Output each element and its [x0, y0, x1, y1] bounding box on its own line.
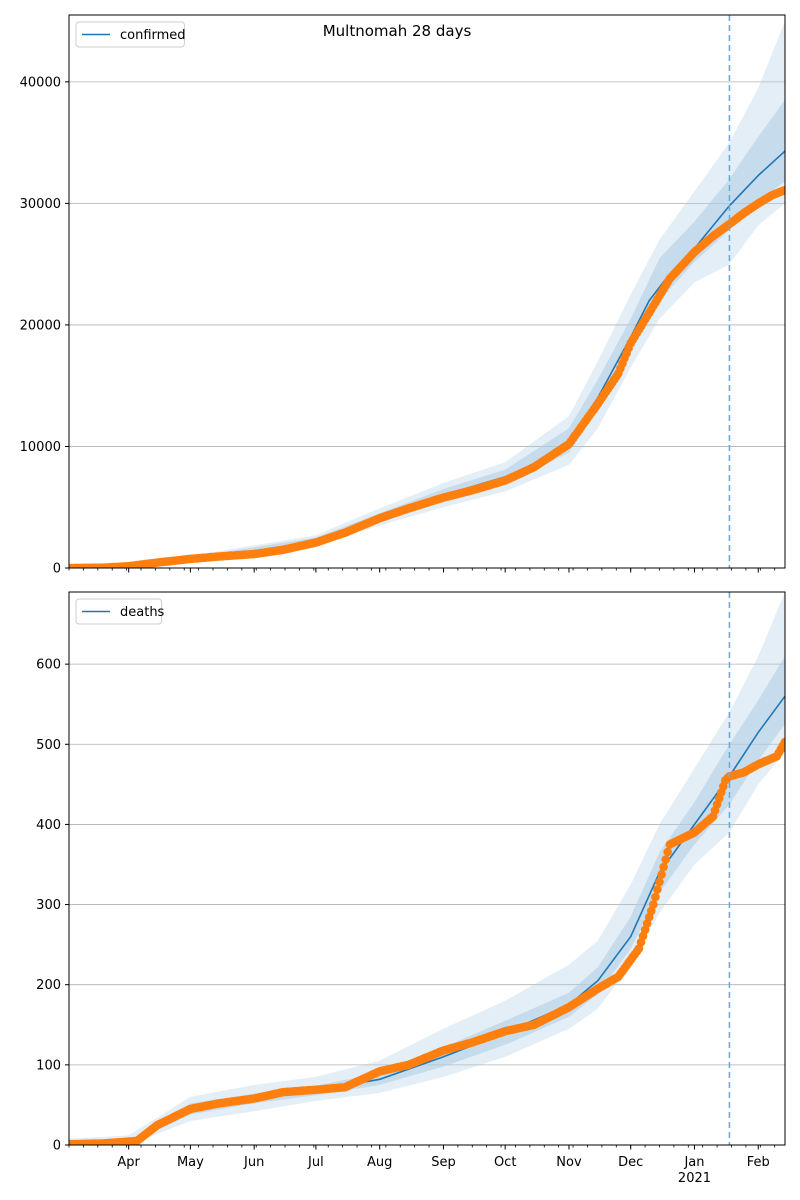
y-tick-label: 0 [53, 562, 61, 577]
y-tick-label: 300 [36, 898, 61, 913]
y-tick-label: 400 [36, 818, 61, 833]
y-tick-label: 40000 [20, 75, 61, 90]
y-tick-label: 10000 [20, 440, 61, 455]
observed-point [657, 870, 666, 879]
x-tick-label: Nov [556, 1155, 582, 1170]
observed-points [69, 185, 785, 568]
plot-area [69, 592, 785, 1145]
observed-point [653, 885, 662, 894]
x-tick-label: Jan [683, 1155, 704, 1170]
y-tick-label: 100 [36, 1058, 61, 1073]
x-tick-label: 2021 [678, 1171, 711, 1186]
axes-frame [68, 591, 786, 1146]
observed-point [651, 892, 660, 902]
legend-label: deaths [120, 605, 165, 620]
outer-uncertainty-band [69, 592, 785, 1145]
legend: confirmed [75, 21, 186, 48]
y-tick-label: 30000 [20, 197, 61, 212]
confirmed-panel: 0 10000 20000 30000 40000 confirmed [20, 14, 786, 577]
legend: deaths [75, 598, 165, 625]
inner-uncertainty-band [69, 100, 785, 568]
observed-points [69, 737, 785, 1145]
y-tick-label: 500 [36, 738, 61, 753]
x-tick-label: May [177, 1155, 204, 1170]
observed-point [655, 877, 664, 887]
observed-point [661, 855, 670, 864]
x-tick-label: Apr [117, 1155, 140, 1170]
plot-area [69, 21, 785, 568]
x-tick-label: Jun [243, 1155, 264, 1170]
outer-uncertainty-band [69, 21, 785, 568]
x-tick-label: Oct [494, 1155, 516, 1170]
x-tick-label: Dec [618, 1155, 643, 1170]
deaths-panel: 0 100 200 300 400 500 600 Apr May Jun Jul Aug Sep Oct… [36, 591, 786, 1186]
x-tick-label: Feb [747, 1155, 770, 1170]
x-tick-label: Aug [367, 1155, 392, 1170]
observed-point [649, 900, 658, 909]
y-tick-label: 600 [36, 658, 61, 673]
observed-point [663, 847, 672, 857]
chart-title: Multnomah 28 days [323, 22, 472, 40]
observed-point [659, 862, 668, 872]
y-tick-label: 200 [36, 978, 61, 993]
axes-frame [68, 14, 786, 569]
observed-point [780, 185, 785, 195]
observed-point [780, 737, 785, 747]
legend-label: confirmed [120, 28, 186, 43]
x-tick-label: Sep [431, 1155, 456, 1170]
y-tick-label: 20000 [20, 318, 61, 333]
y-tick-label: 0 [53, 1139, 61, 1154]
x-tick-label: Jul [307, 1155, 324, 1170]
inner-uncertainty-band [69, 656, 785, 1145]
